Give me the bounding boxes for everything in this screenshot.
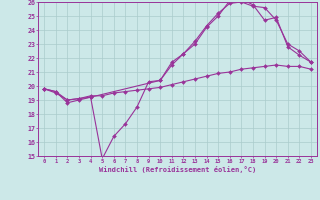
X-axis label: Windchill (Refroidissement éolien,°C): Windchill (Refroidissement éolien,°C) <box>99 166 256 173</box>
